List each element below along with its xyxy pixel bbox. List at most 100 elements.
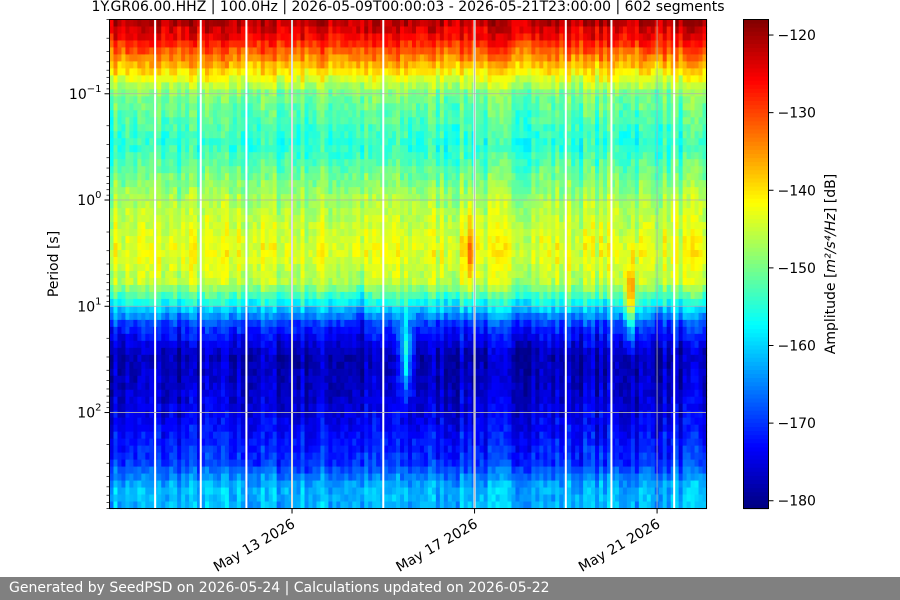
heatmap-cell	[650, 166, 656, 174]
heatmap-cell	[388, 180, 393, 188]
heatmap-cell	[173, 152, 178, 160]
heatmap-cell	[372, 222, 377, 230]
heatmap-cell	[201, 159, 206, 167]
heatmap-cell	[149, 208, 154, 216]
heatmap-cell	[264, 201, 270, 209]
heatmap-cell	[670, 145, 676, 153]
heatmap-cell	[189, 110, 194, 118]
heatmap-cell	[698, 61, 704, 69]
heatmap-cell	[618, 19, 624, 28]
heatmap-cell	[276, 131, 282, 139]
heatmap-cell	[527, 208, 532, 216]
heatmap-cell	[304, 103, 310, 111]
heatmap-cell	[408, 47, 413, 56]
heatmap-cell	[626, 173, 632, 181]
heatmap-cell	[702, 201, 708, 209]
heatmap-cell	[292, 166, 298, 174]
heatmap-cell	[169, 166, 174, 174]
heatmap-cell	[503, 54, 509, 63]
heatmap-cell	[205, 180, 210, 188]
heatmap-cell	[336, 75, 341, 83]
heatmap-cell	[129, 180, 134, 188]
heatmap-cell	[336, 229, 341, 237]
heatmap-cell	[559, 110, 564, 118]
heatmap-cell	[113, 166, 119, 174]
heatmap-cell	[607, 215, 612, 223]
heatmap-cell	[591, 103, 596, 111]
heatmap-cell	[658, 243, 664, 251]
heatmap-cell	[169, 236, 174, 244]
heatmap-cell	[646, 201, 652, 209]
heatmap-cell	[443, 152, 449, 160]
heatmap-cell	[324, 54, 329, 63]
heatmap-cell	[622, 33, 628, 42]
heatmap-cell	[630, 201, 636, 209]
heatmap-cell	[133, 103, 138, 111]
heatmap-cell	[575, 229, 580, 237]
heatmap-cell	[320, 236, 326, 244]
heatmap-cell	[165, 110, 170, 118]
heatmap-cell	[113, 208, 119, 216]
heatmap-cell	[125, 75, 130, 83]
heatmap-cell	[539, 152, 544, 160]
heatmap-cell	[252, 26, 258, 35]
heatmap-cell	[356, 173, 361, 181]
heatmap-cell	[252, 159, 258, 167]
heatmap-cell	[427, 208, 433, 216]
heatmap-cell	[125, 33, 130, 42]
heatmap-cell	[607, 229, 612, 237]
heatmap-cell	[539, 180, 544, 188]
heatmap-cell	[527, 75, 532, 83]
heatmap-cell	[197, 152, 202, 160]
heatmap-cell	[567, 145, 572, 153]
heatmap-cell	[579, 138, 584, 146]
heatmap-cell	[336, 124, 341, 132]
heatmap-cell	[360, 145, 365, 153]
heatmap-cell	[300, 89, 306, 97]
heatmap-cell	[173, 194, 178, 202]
heatmap-cell	[439, 61, 445, 69]
heatmap-cell	[575, 19, 580, 28]
heatmap-cell	[145, 201, 150, 209]
heatmap-cell	[177, 201, 182, 209]
heatmap-cell	[193, 103, 198, 111]
heatmap-cell	[531, 82, 536, 90]
heatmap-cell	[698, 187, 704, 195]
heatmap-cell	[519, 75, 525, 83]
heatmap-cell	[607, 208, 612, 216]
heatmap-cell	[591, 82, 596, 90]
heatmap-cell	[690, 145, 696, 153]
heatmap-cell	[216, 33, 222, 42]
heatmap-cell	[137, 117, 142, 125]
heatmap-cell	[177, 173, 182, 181]
heatmap-cell	[559, 117, 564, 125]
heatmap-cell	[161, 82, 166, 90]
heatmap-cell	[599, 194, 604, 202]
heatmap-cell	[487, 96, 493, 104]
heatmap-cell	[272, 131, 278, 139]
heatmap-cell	[117, 96, 123, 104]
heatmap-cell	[205, 26, 210, 35]
heatmap-cell	[535, 68, 540, 76]
heatmap-cell	[455, 222, 461, 230]
heatmap-cell	[487, 138, 493, 146]
heatmap-cell	[185, 61, 190, 69]
heatmap-cell	[109, 250, 115, 258]
heatmap-cell	[177, 208, 182, 216]
heatmap-cell	[376, 117, 381, 125]
heatmap-cell	[392, 208, 397, 216]
heatmap-cell	[483, 215, 489, 223]
heatmap-cell	[499, 166, 505, 174]
heatmap-cell	[396, 215, 401, 223]
heatmap-cell	[622, 243, 628, 251]
heatmap-cell	[121, 124, 127, 132]
heatmap-cell	[595, 82, 600, 90]
heatmap-cell	[348, 194, 353, 202]
heatmap-cell	[682, 201, 688, 209]
heatmap-cell	[642, 33, 648, 42]
heatmap-cell	[272, 54, 278, 63]
heatmap-cell	[415, 68, 421, 76]
heatmap-cell	[205, 68, 210, 76]
heatmap-cell	[197, 138, 202, 146]
heatmap-cell	[304, 96, 310, 104]
